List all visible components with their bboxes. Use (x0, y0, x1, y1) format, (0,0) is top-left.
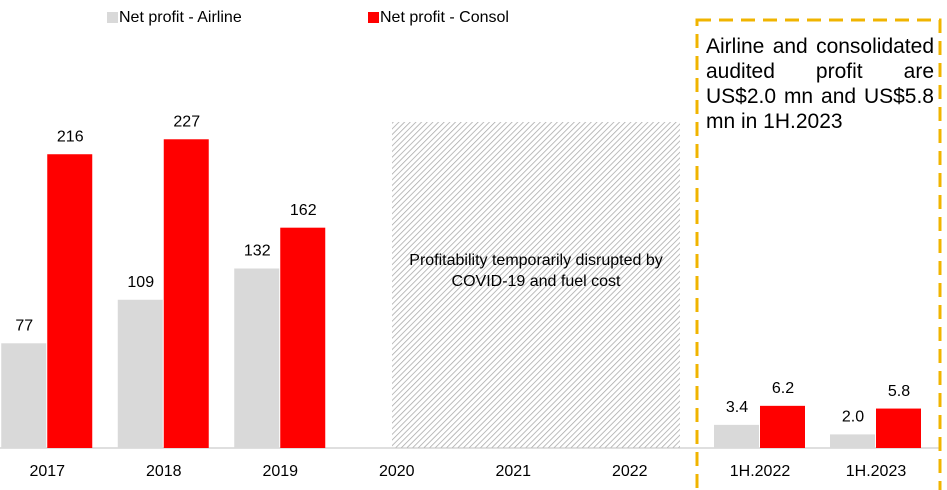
value-label: 2.0 (842, 409, 864, 426)
legend-swatch (107, 12, 118, 23)
value-label: 6.2 (772, 380, 794, 397)
x-tick-label: 1H.2023 (846, 463, 907, 480)
x-tick-label: 2022 (612, 463, 648, 480)
x-tick-label: 2018 (146, 463, 182, 480)
value-label: 162 (290, 202, 317, 219)
bar (234, 268, 280, 448)
value-label: 109 (127, 274, 154, 291)
bar (1, 343, 47, 448)
bar (714, 424, 759, 448)
x-tick-label: 2020 (379, 463, 415, 480)
legend-swatch (368, 12, 379, 23)
bar (47, 154, 93, 449)
x-tick-label: 2017 (29, 463, 65, 480)
value-label: 5.8 (888, 383, 910, 400)
legend-label: Net profit - Airline (119, 9, 242, 26)
bar (876, 408, 921, 448)
value-label: 77 (15, 317, 33, 334)
covid-hatch (392, 122, 680, 448)
covid-note-box: Profitability temporarily disrupted by C… (409, 252, 663, 290)
x-tick-label: 2019 (262, 463, 298, 480)
value-label: 132 (244, 243, 271, 260)
bar (163, 139, 209, 448)
note-box: Airline and consolidated audited profit … (706, 35, 934, 133)
value-label: 216 (57, 128, 84, 145)
bar (830, 434, 875, 448)
bar (760, 405, 805, 448)
bar (280, 227, 326, 448)
x-tick-label: 1H.2022 (730, 463, 791, 480)
x-tick-label: 2021 (495, 463, 531, 480)
value-label: 227 (173, 113, 200, 130)
value-label: 3.4 (726, 399, 748, 416)
highlight-box (695, 18, 942, 490)
covid-note: Profitability temporarily disrupted by C… (409, 252, 663, 290)
legend-label: Net profit - Consol (380, 9, 509, 26)
bar (117, 299, 163, 448)
note: Airline and consolidated audited profit … (706, 35, 934, 133)
